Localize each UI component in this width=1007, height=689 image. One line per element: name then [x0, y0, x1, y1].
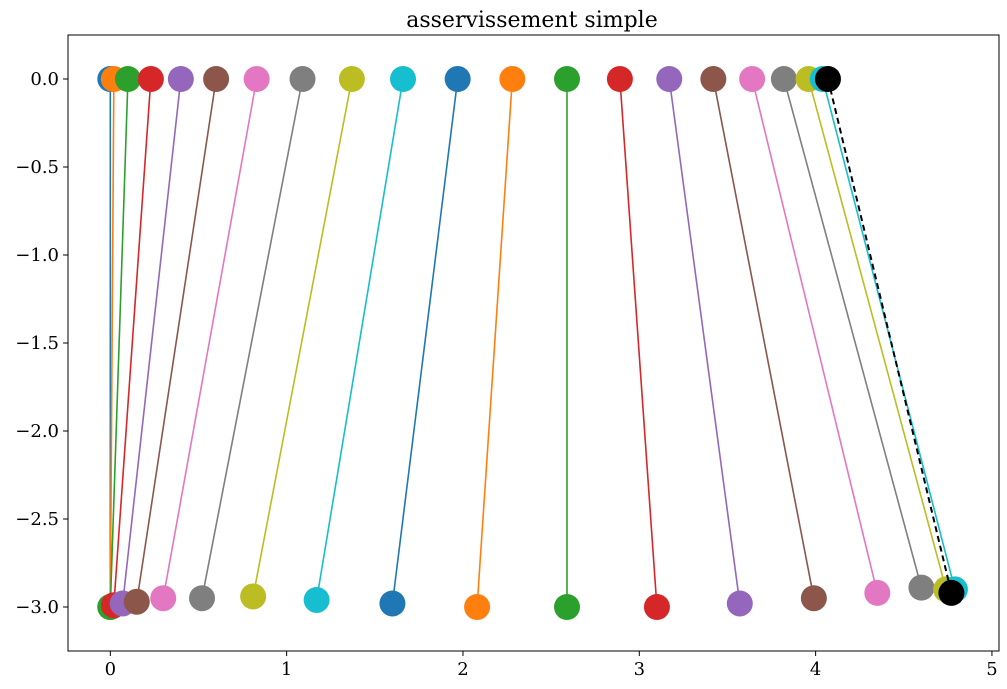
y-tick-label: −1.0: [15, 245, 59, 266]
pivot-point: [338, 66, 365, 92]
pendulum-rod: [315, 78, 404, 601]
y-tick-label: −3.0: [15, 597, 59, 618]
pivot-point: [739, 66, 766, 92]
pendulum-16: [700, 66, 827, 612]
mass-point: [240, 583, 267, 610]
pendulum-17: [739, 66, 891, 606]
pendulum-10: [303, 66, 417, 613]
pendulum-rod: [162, 78, 258, 599]
pivot-point: [700, 66, 727, 92]
mass-point: [123, 588, 150, 615]
pendulum-rod: [807, 78, 947, 590]
x-tick-label: 0: [105, 659, 116, 680]
pivot-point: [289, 66, 316, 92]
pivot-point: [770, 66, 797, 92]
mass-point: [464, 594, 491, 620]
pendulum-rod: [201, 78, 304, 599]
mass-point: [800, 585, 827, 612]
y-axis: 0.0 −0.5 −1.0 −1.5 −2.0 −2.5 −3.0: [15, 69, 68, 618]
pivot-point: [499, 66, 526, 92]
pendulum-14: [606, 66, 670, 620]
mass-point: [303, 586, 330, 613]
pendulum-rod: [712, 78, 815, 599]
pendulum-9: [240, 66, 365, 610]
mass-point: [150, 585, 177, 612]
pendulum-rod: [668, 78, 741, 604]
pendulum-rod: [252, 78, 353, 597]
y-tick-label: −0.5: [15, 157, 59, 178]
pendulum-18: [770, 66, 935, 601]
pivot-point: [243, 66, 270, 92]
pendulum-11: [379, 66, 471, 617]
mass-point: [864, 579, 891, 606]
pendulum-21: [814, 66, 965, 606]
pendulum-rod: [109, 78, 129, 608]
pendulum-5: [109, 66, 194, 617]
pendulum-rod: [783, 78, 923, 588]
axes-frame: [67, 34, 1000, 652]
x-tick-label: 5: [986, 659, 997, 680]
mass-point: [938, 579, 965, 606]
pendulum-13: [554, 66, 581, 620]
x-tick-label: 3: [634, 659, 645, 680]
pendulum-rod: [476, 78, 514, 608]
pendulum-rod: [113, 78, 152, 606]
pivot-point: [656, 66, 683, 92]
pendulum-rod: [109, 78, 115, 608]
mass-point: [554, 594, 581, 620]
pendulum-7: [150, 66, 270, 612]
x-axis: 0 1 2 3 4 5: [105, 651, 998, 680]
pivot-point: [137, 66, 164, 92]
plot-area: [97, 66, 968, 620]
pendulum-6: [123, 66, 230, 615]
mass-point: [726, 590, 753, 617]
pendulum-rod: [121, 78, 182, 604]
pendulum-15: [656, 66, 753, 617]
mass-point: [643, 594, 670, 620]
pivot-point: [114, 66, 141, 92]
y-tick-label: 0.0: [30, 69, 59, 90]
pendulum-rod: [826, 78, 953, 594]
pendulum-rod: [619, 78, 658, 608]
pendulum-rod: [751, 78, 879, 594]
pendulum-rod: [391, 78, 459, 604]
y-tick-label: −2.5: [15, 509, 59, 530]
mass-point: [189, 585, 216, 612]
x-tick-label: 2: [457, 659, 468, 680]
pendulum-8: [189, 66, 316, 612]
mass-point: [379, 590, 406, 617]
pendulum-12: [464, 66, 526, 620]
y-tick-label: −2.0: [15, 421, 59, 442]
pendulum-rod: [135, 78, 217, 602]
pivot-point: [203, 66, 230, 92]
mass-point: [908, 574, 935, 601]
x-tick-label: 1: [281, 659, 292, 680]
y-tick-label: −1.5: [15, 333, 59, 354]
chart-title: asservissement simple: [406, 8, 658, 33]
pivot-point: [554, 66, 581, 92]
pivot-point: [390, 66, 417, 92]
pivot-point: [167, 66, 194, 92]
pivot-point: [606, 66, 633, 92]
x-tick-label: 4: [810, 659, 821, 680]
pivot-point: [444, 66, 471, 92]
pivot-point: [814, 66, 841, 92]
